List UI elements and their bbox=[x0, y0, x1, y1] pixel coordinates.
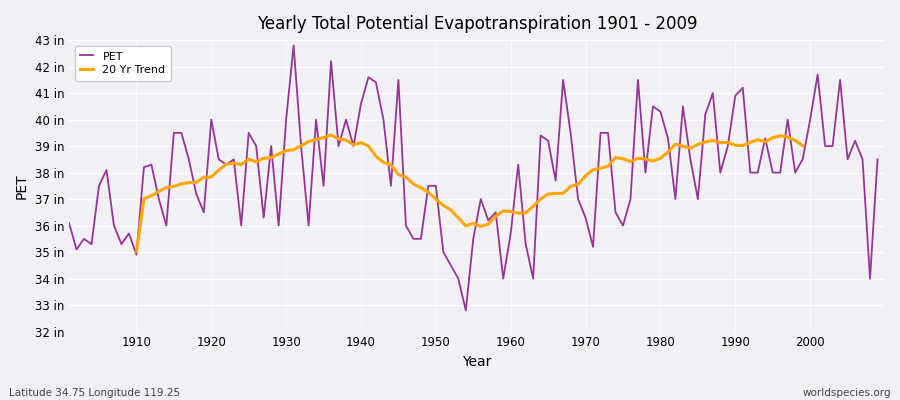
X-axis label: Year: Year bbox=[463, 355, 491, 369]
Legend: PET, 20 Yr Trend: PET, 20 Yr Trend bbox=[75, 46, 171, 81]
PET bbox=[461, 308, 472, 313]
Line: 20 Yr Trend: 20 Yr Trend bbox=[137, 135, 803, 252]
Text: Latitude 34.75 Longitude 119.25: Latitude 34.75 Longitude 119.25 bbox=[9, 388, 180, 398]
20 Yr Trend bbox=[692, 142, 703, 147]
PET bbox=[288, 43, 299, 48]
PET bbox=[872, 157, 883, 162]
PET bbox=[296, 144, 307, 148]
PET bbox=[123, 231, 134, 236]
20 Yr Trend bbox=[797, 143, 808, 148]
PET bbox=[340, 117, 351, 122]
PET bbox=[520, 242, 531, 246]
20 Yr Trend bbox=[707, 138, 718, 143]
Y-axis label: PET: PET bbox=[15, 173, 29, 199]
PET bbox=[64, 220, 75, 225]
20 Yr Trend bbox=[340, 138, 351, 142]
20 Yr Trend bbox=[326, 132, 337, 137]
PET bbox=[513, 162, 524, 167]
Text: worldspecies.org: worldspecies.org bbox=[803, 388, 891, 398]
20 Yr Trend bbox=[603, 164, 614, 168]
Title: Yearly Total Potential Evapotranspiration 1901 - 2009: Yearly Total Potential Evapotranspiratio… bbox=[256, 15, 698, 33]
20 Yr Trend bbox=[775, 133, 786, 138]
20 Yr Trend bbox=[220, 162, 231, 166]
Line: PET: PET bbox=[69, 46, 878, 310]
20 Yr Trend bbox=[131, 250, 142, 254]
PET bbox=[610, 210, 621, 215]
